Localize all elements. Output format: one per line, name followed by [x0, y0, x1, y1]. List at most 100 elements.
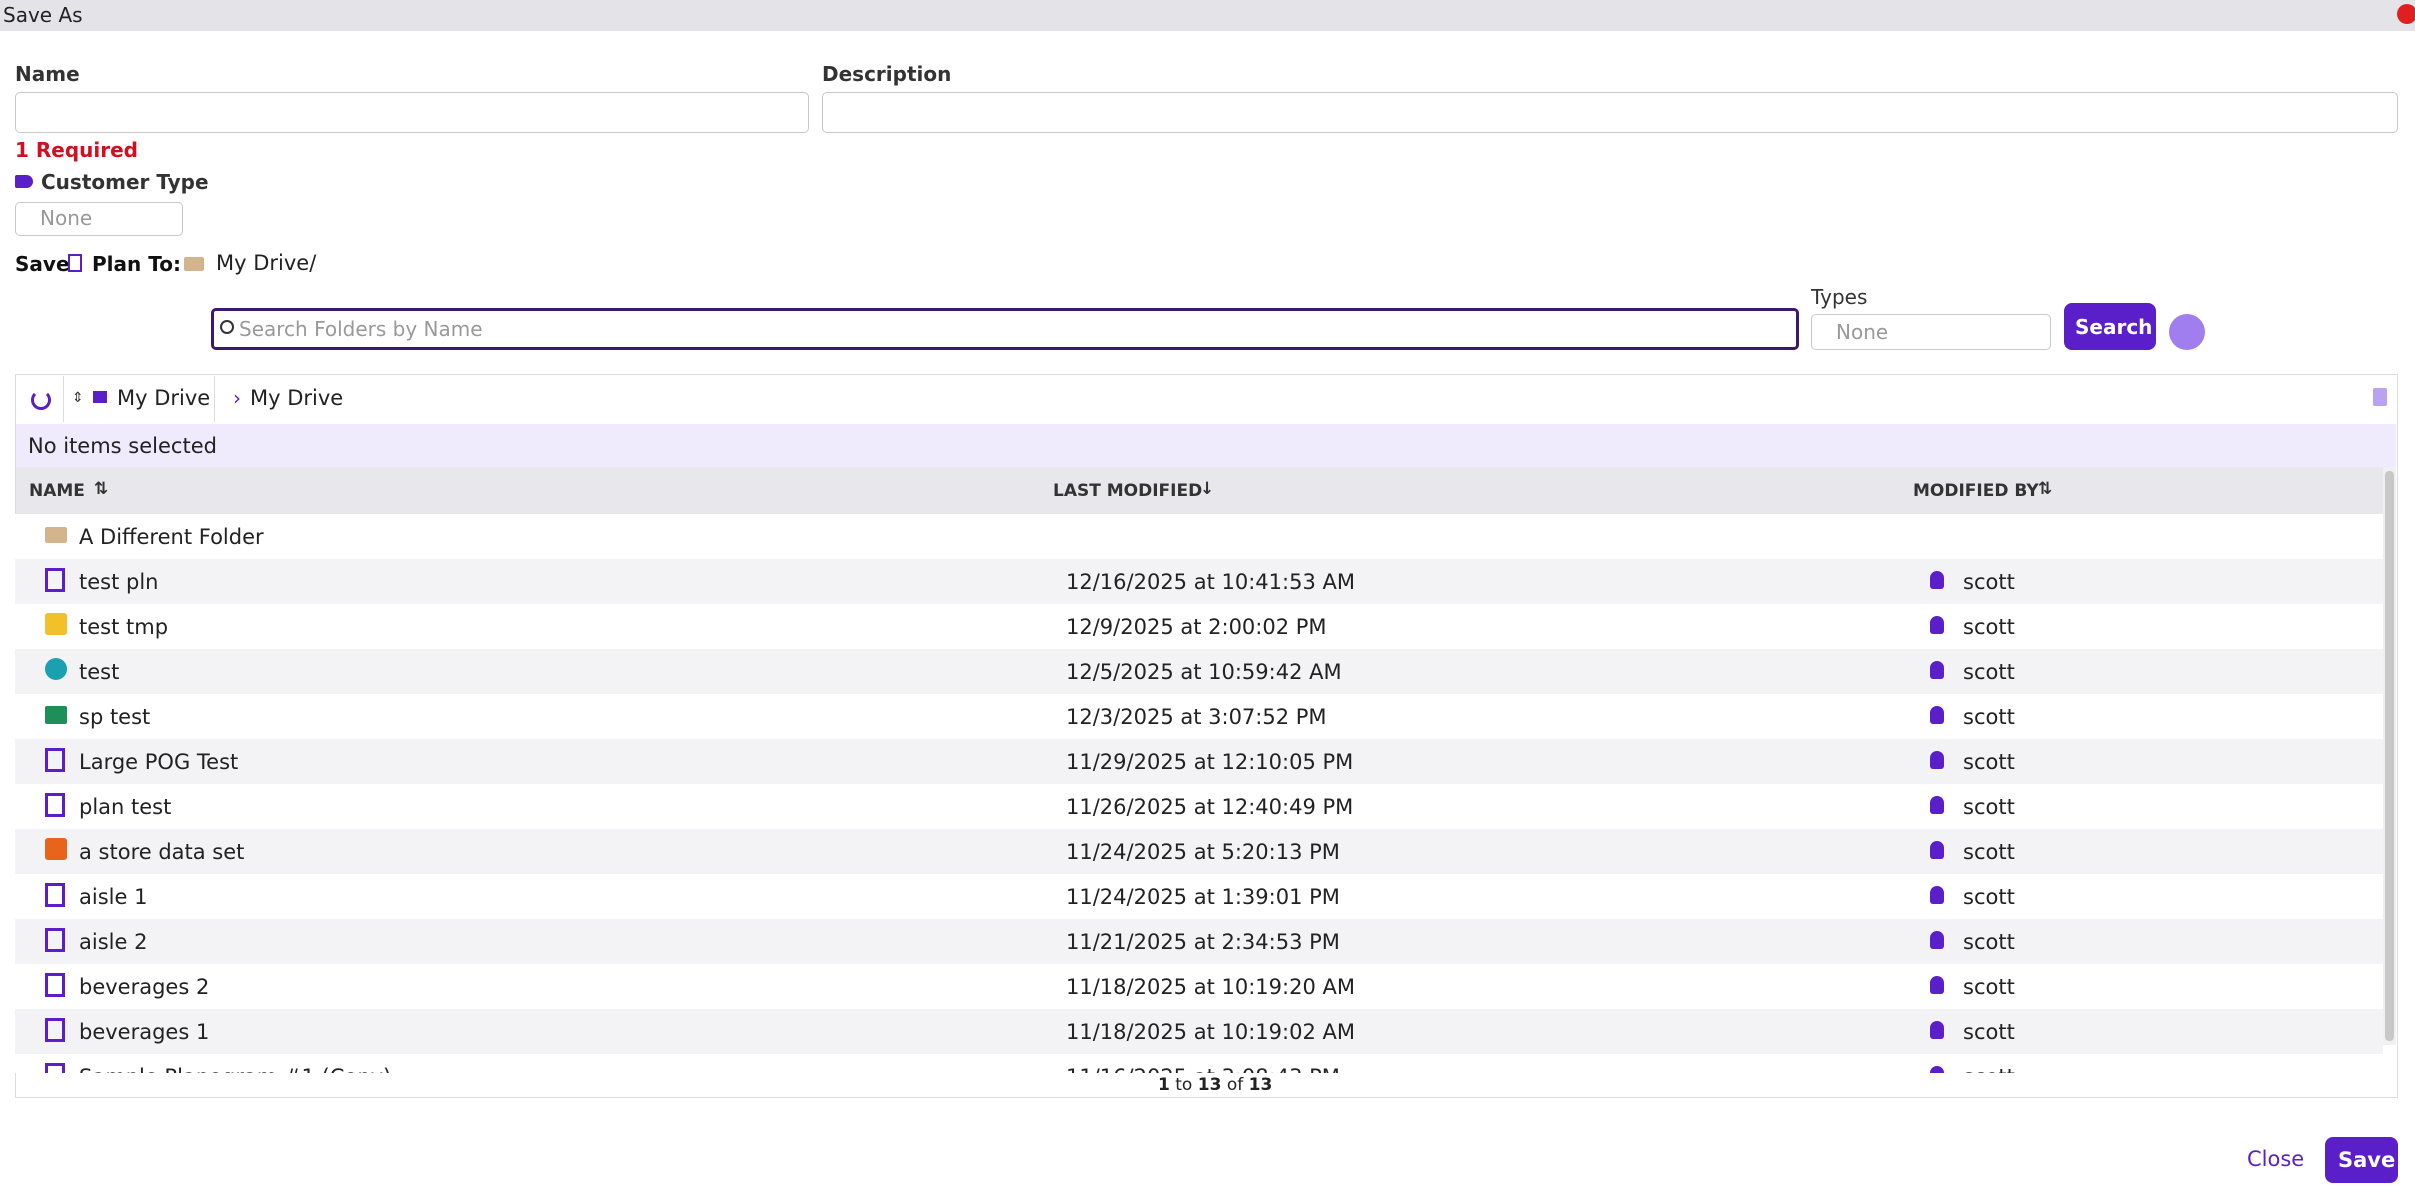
details-toggle[interactable]: [2373, 388, 2387, 406]
file-row[interactable]: A Different Folder: [15, 514, 2383, 559]
file-row[interactable]: beverages 2 11/18/2025 at 10:19:20 AM scot…: [15, 964, 2383, 1009]
last-modified: 12/9/2025 at 2:00:02 PM: [1066, 615, 1327, 639]
table-header: [16, 467, 2383, 514]
user-icon: [1930, 706, 1944, 724]
file-row[interactable]: aisle 2 11/21/2025 at 2:34:53 PM scott: [15, 919, 2383, 964]
scrollbar: [2383, 467, 2396, 1045]
search-button-text: Search: [2075, 315, 2153, 339]
toolbar-divider: [214, 376, 215, 422]
file-icon: [45, 928, 65, 952]
user-icon: [1930, 931, 1944, 949]
search-button[interactable]: [2064, 303, 2156, 350]
file-row[interactable]: Sample Planogram #1 (Copy) 11/16/2025 at …: [15, 1054, 2383, 1073]
file-icon: [45, 527, 67, 543]
file-row[interactable]: plan test 11/26/2025 at 12:40:49 PM scott: [15, 784, 2383, 829]
file-icon: [45, 748, 65, 772]
search-glyph: [220, 320, 234, 334]
save-prefix: Save: [15, 252, 70, 276]
types-label: Types: [1811, 285, 1868, 309]
save-plan-to: Plan To:: [92, 252, 181, 276]
name-input[interactable]: [15, 92, 809, 133]
file-row[interactable]: a store data set 11/24/2025 at 5:20:13 PM…: [15, 829, 2383, 874]
types-select[interactable]: [1811, 314, 2051, 350]
description-input[interactable]: [822, 92, 2398, 133]
user-icon: [1930, 661, 1944, 679]
advanced-search[interactable]: [2169, 314, 2205, 350]
file-icon: [45, 1063, 65, 1073]
user-icon: [1930, 571, 1944, 589]
column-header[interactable]: NAME: [29, 481, 85, 501]
selection-status: No items selected: [28, 434, 217, 458]
last-modified: 12/3/2025 at 3:07:52 PM: [1066, 705, 1327, 729]
customer-type-label: Customer Type: [41, 170, 209, 194]
file-icon: [45, 838, 67, 860]
last-modified: 11/18/2025 at 10:19:02 AM: [1066, 1020, 1355, 1044]
modified-by: scott: [1963, 1065, 2015, 1073]
file-row[interactable]: beverages 1 11/18/2025 at 10:19:02 AM scot…: [15, 1009, 2383, 1054]
file-icon: [45, 793, 65, 817]
search-placeholder: Search Folders by Name: [239, 317, 483, 341]
folder-icon: [184, 257, 204, 271]
file-row[interactable]: test 12/5/2025 at 10:59:42 AM scott: [15, 649, 2383, 694]
file-name: aisle 1: [79, 885, 148, 909]
file-icon: [45, 1018, 65, 1042]
pager-to-word: to: [1175, 1075, 1193, 1095]
modified-by: scott: [1963, 885, 2015, 909]
file-name: beverages 1: [79, 1020, 210, 1044]
selection-bar: [16, 424, 2396, 467]
modified-by: scott: [1963, 840, 2015, 864]
drive-selector-caret[interactable]: ⇕: [72, 390, 84, 406]
customer-type-value: None: [40, 206, 93, 230]
refresh-button[interactable]: [31, 390, 51, 410]
file-name: test tmp: [79, 615, 169, 639]
user-icon: [1930, 976, 1944, 994]
column-header[interactable]: LAST MODIFIED: [1053, 481, 1203, 501]
file-icon: [45, 973, 65, 997]
file-name: Large POG Test: [79, 750, 239, 774]
customer-type-select[interactable]: [15, 202, 183, 236]
plan-icon: [68, 254, 82, 272]
modified-by: scott: [1963, 660, 2015, 684]
save-button[interactable]: [2325, 1137, 2398, 1183]
file-icon: [45, 568, 65, 592]
drive-selector[interactable]: My Drive: [117, 386, 211, 410]
modified-by: scott: [1963, 930, 2015, 954]
file-row[interactable]: sp test 12/3/2025 at 3:07:52 PM scott: [15, 694, 2383, 739]
breadcrumb[interactable]: My Drive: [250, 386, 344, 410]
user-icon: [1930, 841, 1944, 859]
toolbar-divider: [63, 376, 64, 422]
file-name: beverages 2: [79, 975, 210, 999]
tag-icon: [15, 175, 33, 188]
sort-icon[interactable]: ⇅: [94, 479, 109, 499]
file-name: test: [79, 660, 120, 684]
last-modified: 11/24/2025 at 5:20:13 PM: [1066, 840, 1340, 864]
last-modified: 11/24/2025 at 1:39:01 PM: [1066, 885, 1340, 909]
home-icon: [93, 391, 107, 403]
folder-search[interactable]: [211, 308, 1799, 350]
breadcrumb-sep: ›: [233, 386, 241, 410]
modified-by: scott: [1963, 795, 2015, 819]
user-icon: [1930, 886, 1944, 904]
file-row[interactable]: test pln 12/16/2025 at 10:41:53 AM scott: [15, 559, 2383, 604]
file-name: plan test: [79, 795, 172, 819]
user-icon: [1930, 1066, 1944, 1073]
last-modified: 11/18/2025 at 10:19:20 AM: [1066, 975, 1355, 999]
file-row[interactable]: Large POG Test 11/29/2025 at 12:10:05 PM s…: [15, 739, 2383, 784]
pager-of-word: of: [1226, 1075, 1244, 1095]
name-label: Name: [15, 62, 80, 86]
last-modified: 11/21/2025 at 2:34:53 PM: [1066, 930, 1340, 954]
file-name: A Different Folder: [79, 525, 264, 549]
close-x[interactable]: [2397, 4, 2415, 24]
column-header[interactable]: MODIFIED BY: [1913, 481, 2039, 501]
user-icon: [1930, 1021, 1944, 1039]
last-modified: 11/29/2025 at 12:10:05 PM: [1066, 750, 1354, 774]
file-row[interactable]: test tmp 12/9/2025 at 2:00:02 PM scott: [15, 604, 2383, 649]
sort-icon[interactable]: ↓: [1200, 479, 1215, 499]
last-modified: 11/26/2025 at 12:40:49 PM: [1066, 795, 1354, 819]
title-bar: [0, 0, 2415, 31]
sort-icon[interactable]: ⇅: [2038, 479, 2053, 499]
file-row[interactable]: aisle 1 11/24/2025 at 1:39:01 PM scott: [15, 874, 2383, 919]
required-note: 1 Required: [15, 138, 138, 162]
close-button[interactable]: Close: [2247, 1147, 2305, 1171]
